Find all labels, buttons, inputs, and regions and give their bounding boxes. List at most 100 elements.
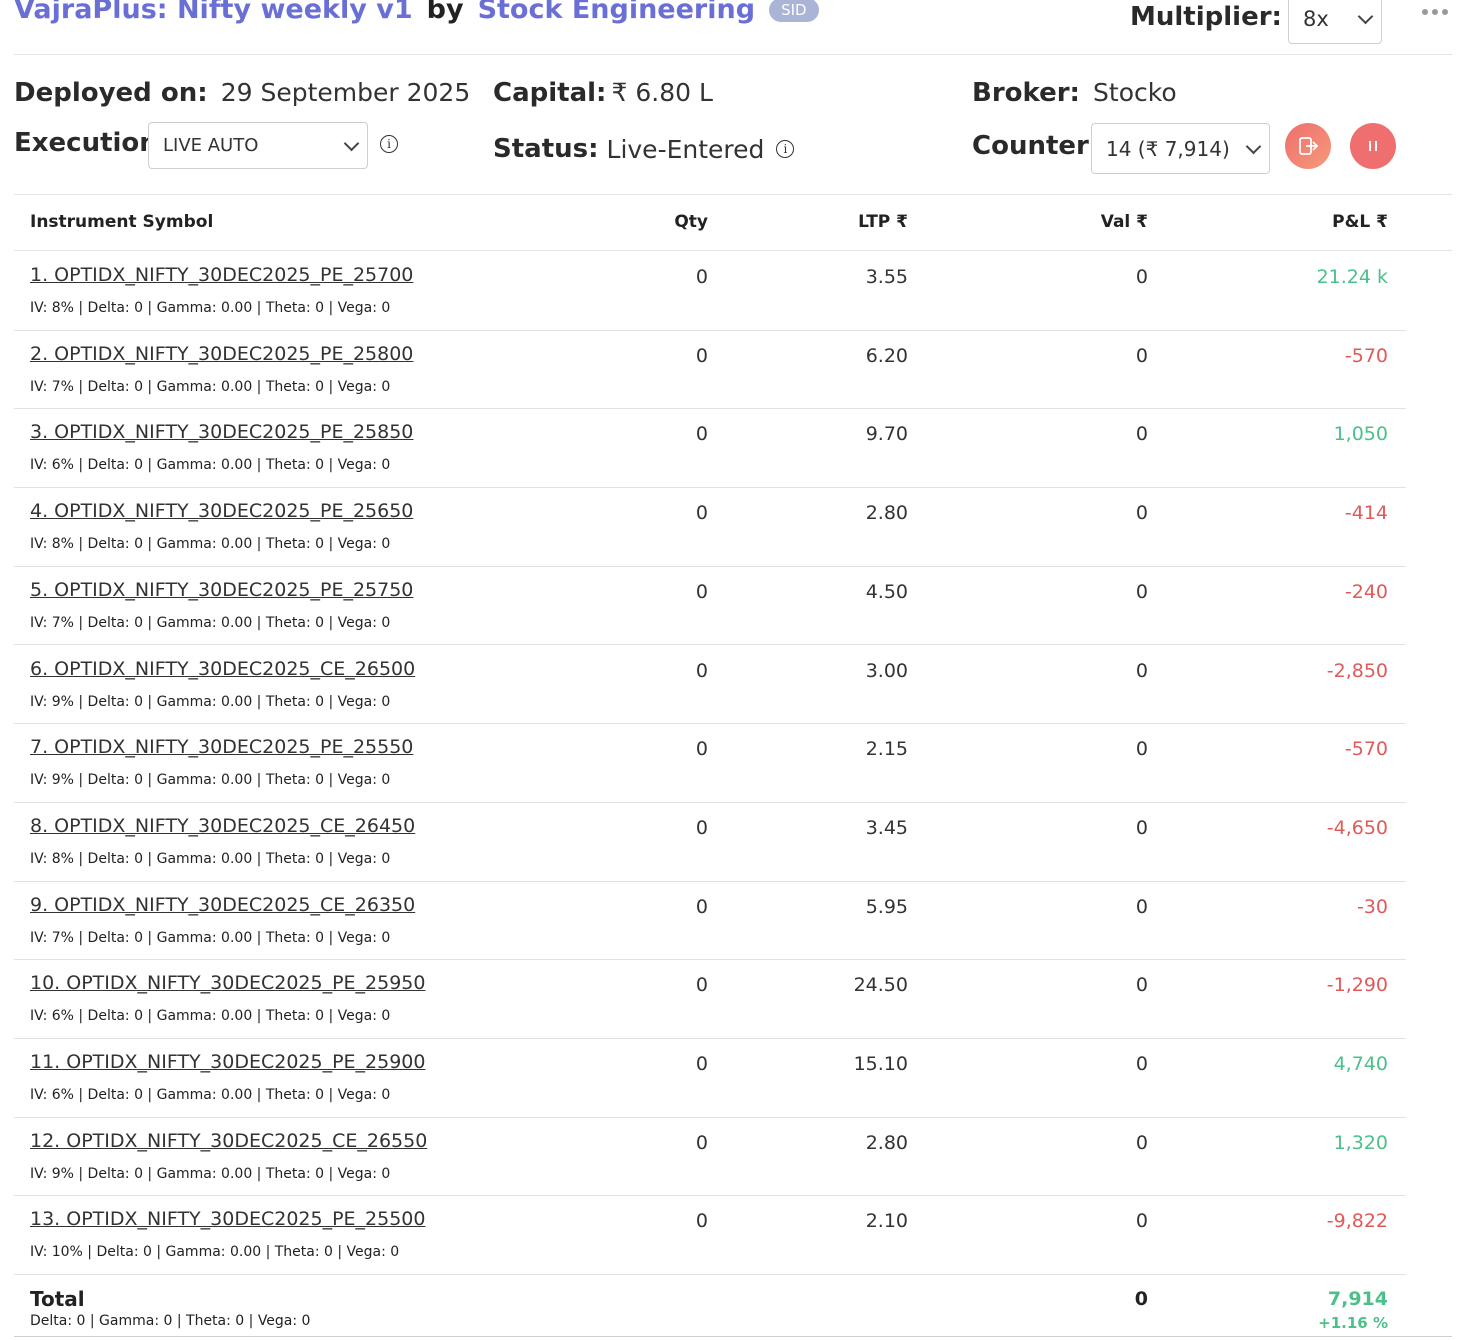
instrument-symbol-link[interactable]: 7. OPTIDX_NIFTY_30DEC2025_PE_25550 <box>30 736 414 759</box>
pnl-cell: -570 <box>1344 738 1388 761</box>
multiplier-value: 8x <box>1303 7 1329 31</box>
instrument-greeks: IV: 8% | Delta: 0 | Gamma: 0.00 | Theta:… <box>30 850 391 867</box>
val-cell: 0 <box>1135 974 1148 997</box>
status-info-icon[interactable]: i <box>776 140 795 158</box>
status-label: Status: <box>493 134 599 164</box>
pnl-cell: -570 <box>1344 344 1388 367</box>
info-divider <box>14 194 1452 195</box>
instrument-symbol-link[interactable]: 1. OPTIDX_NIFTY_30DEC2025_PE_25700 <box>30 264 414 286</box>
ltp-cell: 3.45 <box>865 816 908 839</box>
ltp-cell: 9.70 <box>865 423 908 446</box>
table-row: 12. OPTIDX_NIFTY_30DEC2025_CE_26550 IV: 9… <box>14 1118 1406 1197</box>
capital-label: Capital: <box>493 78 607 108</box>
col-header-ltp: LTP ₹ <box>858 212 908 232</box>
instrument-greeks: IV: 7% | Delta: 0 | Gamma: 0.00 | Theta:… <box>30 378 391 395</box>
multiplier-label: Multiplier: <box>1130 2 1282 32</box>
instrument-greeks: IV: 6% | Delta: 0 | Gamma: 0.00 | Theta:… <box>30 1008 391 1025</box>
pnl-cell: -240 <box>1344 580 1388 603</box>
val-cell: 0 <box>1135 1210 1148 1233</box>
qty-cell: 0 <box>695 895 708 918</box>
instrument-greeks: IV: 6% | Delta: 0 | Gamma: 0.00 | Theta:… <box>30 457 391 474</box>
execution-label: Execution: <box>14 128 169 158</box>
instrument-symbol-link[interactable]: 8. OPTIDX_NIFTY_30DEC2025_CE_26450 <box>30 814 416 837</box>
ltp-cell: 2.80 <box>865 1131 908 1154</box>
table-row: 6. OPTIDX_NIFTY_30DEC2025_CE_26500 IV: 9%… <box>14 646 1406 725</box>
qty-cell: 0 <box>695 502 708 525</box>
val-cell: 0 <box>1135 423 1148 446</box>
instrument-symbol-link[interactable]: 5. OPTIDX_NIFTY_30DEC2025_PE_25750 <box>30 578 414 601</box>
qty-cell: 0 <box>695 816 708 839</box>
val-cell: 0 <box>1135 738 1148 761</box>
counter-label: Counter: <box>972 131 1100 161</box>
ltp-cell: 3.00 <box>865 659 908 682</box>
chevron-down-icon <box>1357 8 1374 25</box>
ltp-cell: 2.10 <box>865 1210 908 1233</box>
deployed-value: 29 September 2025 <box>220 78 471 107</box>
instrument-symbol-link[interactable]: 11. OPTIDX_NIFTY_30DEC2025_PE_25900 <box>30 1051 426 1073</box>
broker-value: Stocko <box>1093 78 1177 107</box>
col-header-symbol: Instrument Symbol <box>30 212 214 232</box>
total-greeks: Delta: 0 | Gamma: 0 | Theta: 0 | Vega: 0 <box>30 1313 311 1329</box>
execution-select[interactable]: LIVE AUTO <box>148 122 368 169</box>
author-link[interactable]: Stock Engineering <box>477 0 756 25</box>
ltp-cell: 6.20 <box>865 344 908 367</box>
col-header-qty: Qty <box>674 212 708 232</box>
capital-value: ₹ 6.80 L <box>611 78 713 107</box>
qty-cell: 0 <box>695 1131 708 1154</box>
multiplier-select[interactable]: 8x <box>1288 0 1382 44</box>
qty-cell: 0 <box>695 344 708 367</box>
total-val: 0 <box>1134 1288 1148 1310</box>
val-cell: 0 <box>1135 1131 1148 1154</box>
broker-label: Broker: <box>972 78 1080 108</box>
table-row: 10. OPTIDX_NIFTY_30DEC2025_PE_25950 IV: 6… <box>14 960 1406 1039</box>
instrument-greeks: IV: 9% | Delta: 0 | Gamma: 0.00 | Theta:… <box>30 772 391 789</box>
instrument-symbol-link[interactable]: 2. OPTIDX_NIFTY_30DEC2025_PE_25800 <box>30 342 414 365</box>
val-cell: 0 <box>1135 344 1148 367</box>
table-row: 13. OPTIDX_NIFTY_30DEC2025_PE_25500 IV: 1… <box>14 1196 1406 1276</box>
instrument-symbol-link[interactable]: 9. OPTIDX_NIFTY_30DEC2025_CE_26350 <box>30 893 416 916</box>
instrument-greeks: IV: 7% | Delta: 0 | Gamma: 0.00 | Theta:… <box>30 614 391 631</box>
pnl-cell: -2,850 <box>1326 659 1388 682</box>
header-divider <box>14 54 1452 55</box>
instrument-symbol-link[interactable]: 3. OPTIDX_NIFTY_30DEC2025_PE_25850 <box>30 421 414 444</box>
instrument-symbol-link[interactable]: 4. OPTIDX_NIFTY_30DEC2025_PE_25650 <box>30 500 414 523</box>
by-label: by <box>426 0 464 25</box>
pnl-cell: 21.24 k <box>1316 266 1388 288</box>
pnl-cell: 1,320 <box>1333 1131 1388 1154</box>
table-row: 4. OPTIDX_NIFTY_30DEC2025_PE_25650 IV: 8%… <box>14 488 1406 567</box>
pnl-cell: -1,290 <box>1326 974 1388 997</box>
instrument-symbol-link[interactable]: 13. OPTIDX_NIFTY_30DEC2025_PE_25500 <box>30 1208 426 1231</box>
val-cell: 0 <box>1135 895 1148 918</box>
pnl-cell: -30 <box>1356 895 1388 918</box>
instrument-greeks: IV: 10% | Delta: 0 | Gamma: 0.00 | Theta… <box>30 1244 400 1261</box>
strategy-name-link[interactable]: VajraPlus: Nifty weekly v1 <box>14 0 413 25</box>
more-horizontal-icon[interactable] <box>1420 4 1452 24</box>
chevron-down-icon <box>1245 138 1262 154</box>
table-row: 7. OPTIDX_NIFTY_30DEC2025_PE_25550 IV: 9%… <box>14 724 1406 803</box>
total-label: Total <box>30 1287 85 1311</box>
table-row: 11. OPTIDX_NIFTY_30DEC2025_PE_25900 IV: 6… <box>14 1039 1406 1118</box>
col-header-val: Val ₹ <box>1100 212 1148 232</box>
pnl-cell: 4,740 <box>1333 1053 1388 1075</box>
table-row: 8. OPTIDX_NIFTY_30DEC2025_CE_26450 IV: 8%… <box>14 803 1406 882</box>
instrument-symbol-link[interactable]: 10. OPTIDX_NIFTY_30DEC2025_PE_25950 <box>30 972 426 995</box>
ltp-cell: 4.50 <box>865 580 908 603</box>
instrument-symbol-link[interactable]: 12. OPTIDX_NIFTY_30DEC2025_CE_26550 <box>30 1129 428 1152</box>
execution-value: LIVE AUTO <box>163 135 259 156</box>
instrument-greeks: IV: 8% | Delta: 0 | Gamma: 0.00 | Theta:… <box>30 300 391 316</box>
val-cell: 0 <box>1135 1053 1148 1075</box>
execution-info-icon[interactable]: i <box>380 135 398 153</box>
val-cell: 0 <box>1135 266 1148 288</box>
table-row: 9. OPTIDX_NIFTY_30DEC2025_CE_26350 IV: 7%… <box>14 882 1406 961</box>
exit-button[interactable] <box>1285 123 1331 169</box>
pause-button[interactable] <box>1350 123 1396 169</box>
instrument-greeks: IV: 6% | Delta: 0 | Gamma: 0.00 | Theta:… <box>30 1087 391 1103</box>
val-cell: 0 <box>1135 816 1148 839</box>
qty-cell: 0 <box>695 1210 708 1233</box>
instrument-symbol-link[interactable]: 6. OPTIDX_NIFTY_30DEC2025_CE_26500 <box>30 657 416 680</box>
counter-select[interactable]: 14 (₹ 7,914) <box>1091 123 1270 174</box>
bottom-divider <box>14 1336 1452 1337</box>
table-row: 3. OPTIDX_NIFTY_30DEC2025_PE_25850 IV: 6%… <box>14 409 1406 489</box>
status-value: Live-Entered <box>606 134 765 164</box>
val-cell: 0 <box>1135 502 1148 525</box>
